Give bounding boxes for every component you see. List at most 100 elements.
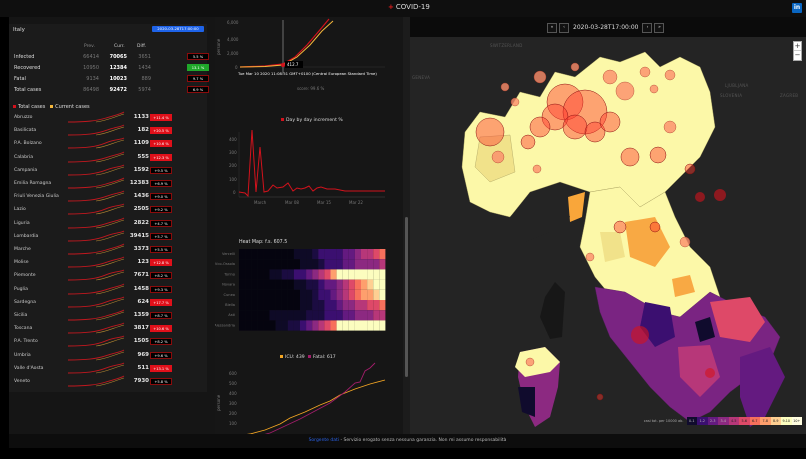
map-label: ZAGREB (780, 93, 799, 98)
region-row[interactable]: Puglia 1458 +9.3 % (9, 283, 207, 296)
summary-curr: 12384 (109, 65, 127, 71)
disclaimer: - Servizio erogato senza nessuna garanzi… (339, 438, 507, 443)
trend-chart: 6,000 4,000 2,000 0 persone 412.7 Tue Ma… (216, 18, 385, 91)
region-pct-badge: +11.4 % (150, 114, 172, 121)
legend-bin: 5-6 (739, 417, 750, 425)
icu-ytick: 400 (229, 391, 237, 396)
region-value: 511 (137, 364, 149, 371)
region-row[interactable]: Molise 123 +12.8 % (9, 256, 207, 269)
region-value: 1505 (133, 338, 149, 345)
region-row[interactable]: Campania 1592 +9.5 % (9, 164, 207, 177)
zoom-out-button[interactable]: − (794, 51, 801, 59)
charts-scrollbar[interactable] (403, 17, 410, 434)
fatal-legend: Fatal: 617 (313, 354, 336, 360)
region-row[interactable]: Emilia Romagna 12383 +6.9 % (9, 177, 207, 190)
region-row[interactable]: Sardegna 624 +17.7 % (9, 296, 207, 309)
heatmap-row-label: Alessandria (215, 323, 235, 327)
region-sparkline (67, 217, 125, 229)
summary-prev: 9134 (86, 76, 99, 82)
heatmap-row-label: Vco-Ossola (215, 262, 235, 266)
region-value: 969 (137, 351, 149, 358)
map-label: SLOVENIA (720, 93, 743, 98)
region-name: Liguria (14, 220, 30, 226)
trend-tooltip-value: 412.7 (287, 62, 299, 67)
region-row[interactable]: P.A. Bolzano 1109 +10.6 % (9, 137, 207, 150)
choropleth-map[interactable] (410, 17, 806, 434)
region-row[interactable]: Lazio 2505 +9.2 % (9, 203, 207, 216)
heatmap-row-label: Cuneo (224, 293, 235, 297)
summary-pct-badge: 9.7 % (187, 75, 209, 82)
heatmap-chart: Heat Map: f.s. 607.5 Vercelli Vco-Ossola T… (215, 239, 386, 331)
region-pct-badge: +5.5 % (150, 246, 172, 253)
region-sparkline (67, 190, 125, 202)
summary-curr: 10023 (109, 76, 127, 82)
next-frame-button[interactable]: › (642, 23, 653, 33)
heatmap-row-label: Biella (225, 303, 235, 307)
region-row[interactable]: Lombardia 39415 +5.7 % (9, 230, 207, 243)
icu-ylabel: persone (216, 394, 221, 411)
region-name: Sardegna (14, 299, 36, 305)
region-value: 624 (137, 298, 149, 305)
map-label: SWITZERLAND (490, 43, 523, 48)
region-name: Valle d'Aosta (14, 365, 44, 371)
region-name: Veneto (14, 379, 30, 384)
region-row[interactable]: Piemonte 7671 +8.2 % (9, 269, 207, 282)
summary-pct-badge: 13.1 % (187, 64, 209, 71)
region-row[interactable]: Veneto 7930 +5.8 % (9, 375, 207, 388)
region-sparkline (67, 256, 125, 268)
region-row[interactable]: Marche 3373 +5.5 % (9, 243, 207, 256)
region-row[interactable]: Toscana 3817 +10.6 % (9, 322, 207, 335)
heatmap-row-label: Asti (228, 313, 235, 317)
region-sparkline (67, 111, 125, 123)
linkedin-icon[interactable]: in (792, 3, 802, 13)
region-value: 123 (137, 259, 149, 266)
icu-ytick: 300 (229, 401, 237, 406)
region-row[interactable]: Basilicata 182 +20.5 % (9, 124, 207, 137)
first-frame-button[interactable]: « (547, 23, 557, 33)
footer: Sorgente dati - Servizio erogato senza n… (9, 434, 806, 448)
region-pct-badge: +8.2 % (150, 272, 172, 280)
region-pct-badge: +9.0 % (150, 193, 172, 201)
region-name: Lazio (14, 207, 26, 213)
scrollbar-thumb[interactable] (405, 217, 408, 377)
region-row[interactable]: Calabria 555 +12.3 % (9, 151, 207, 164)
region-pct-badge: +20.5 % (150, 127, 172, 135)
zoom-in-button[interactable]: + (794, 42, 801, 51)
region-sparkline (67, 203, 125, 215)
region-row[interactable]: P.A. Trento 1505 +8.2 % (9, 335, 207, 348)
legend-bin: 8-9 (770, 417, 781, 425)
trend-tooltip-date: Tue Mar 10 2020 11:08:51 GMT+0100 (Centr… (237, 71, 377, 76)
summary-row: Total cases 86498 92472 5974 6.9 % (9, 85, 209, 95)
legend-bin: 1-2 (697, 417, 708, 425)
summary-curr: 92472 (109, 87, 127, 93)
summary-pct-badge: 5.5 % (187, 53, 209, 60)
map-label: GENEVA (412, 75, 431, 80)
region-sparkline (67, 269, 125, 281)
charts-column: 6,000 4,000 2,000 0 persone 412.7 Tue Ma… (215, 17, 403, 438)
data-source-link[interactable]: Sorgente dati (308, 438, 340, 443)
increment-xtick: Mar 22 (349, 200, 363, 205)
region-row[interactable]: Valle d'Aosta 511 +13.1 % (9, 362, 207, 375)
increment-ytick: 300 (229, 150, 237, 155)
region-row[interactable]: Umbria 969 +9.6 % (9, 349, 207, 362)
last-frame-button[interactable]: » (654, 23, 665, 33)
summary-row: Fatal 9134 10023 889 9.7 % (9, 74, 209, 84)
trend-legend: Total cases Current cases (13, 104, 90, 110)
region-row[interactable]: Liguria 2822 +4.7 % (9, 217, 207, 230)
region-row[interactable]: Friuli Venezia Giulia 1436 +9.0 % (9, 190, 207, 203)
prev-frame-button[interactable]: ‹ (559, 23, 569, 33)
regions-list: Abruzzo 1133 +11.4 % Basilicata 182 +20.5 % P.… (9, 109, 207, 392)
map-nav-strip (410, 17, 806, 37)
region-row[interactable]: Abruzzo 1133 +11.4 % (9, 111, 207, 124)
increment-xtick: Mar 08 (285, 200, 299, 205)
region-value: 2505 (133, 206, 149, 213)
summary-prev: 86498 (83, 87, 99, 93)
region-name: Abruzzo (14, 115, 33, 120)
region-row[interactable]: Sicilia 1359 +8.7 % (9, 309, 207, 322)
map-view[interactable]: LIECHTENSTEIN SWITZERLAND BERN GENEVA SL… (410, 17, 806, 434)
heatmap-row-label: Novara (222, 283, 235, 287)
region-pct-badge: +17.7 % (150, 298, 172, 306)
region-value: 3817 (133, 325, 149, 332)
legend-bin: 0-1 (686, 417, 697, 425)
increment-ytick: 400 (229, 137, 237, 142)
